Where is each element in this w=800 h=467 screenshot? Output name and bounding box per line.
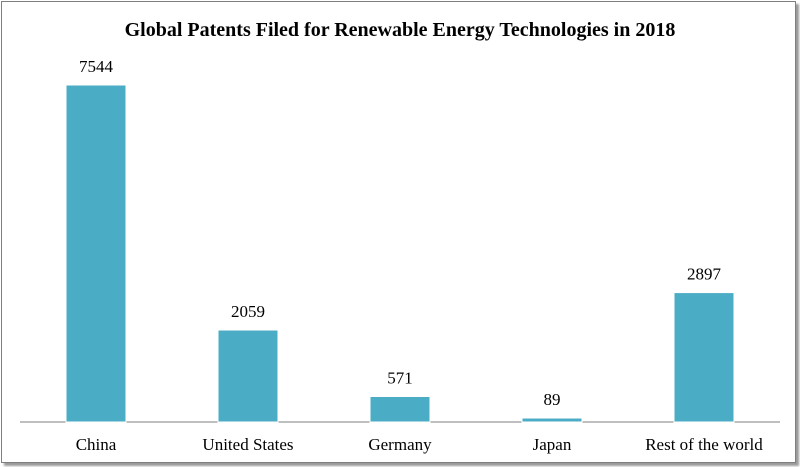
category-label-rest-of-the-world: Rest of the world — [645, 435, 763, 454]
bar-china — [65, 84, 127, 423]
chart-title: Global Patents Filed for Renewable Energ… — [125, 19, 676, 41]
data-label-china: 7544 — [79, 57, 114, 76]
category-label-china: China — [76, 435, 117, 454]
bar-united-states — [217, 329, 279, 423]
category-label-united-states: United States — [202, 435, 293, 454]
bar-rest-of-the-world — [673, 292, 735, 423]
category-label-germany: Germany — [368, 435, 432, 454]
category-label-japan: Japan — [533, 435, 572, 454]
data-label-united-states: 2059 — [231, 302, 265, 321]
data-label-japan: 89 — [544, 390, 561, 409]
data-label-rest-of-the-world: 2897 — [687, 265, 722, 284]
bar-germany — [369, 395, 431, 423]
bar-japan — [521, 417, 583, 423]
bars-group: 7544 China 2059 United States 571 Germany 89 Ja… — [65, 57, 763, 454]
data-label-germany: 571 — [387, 368, 413, 387]
